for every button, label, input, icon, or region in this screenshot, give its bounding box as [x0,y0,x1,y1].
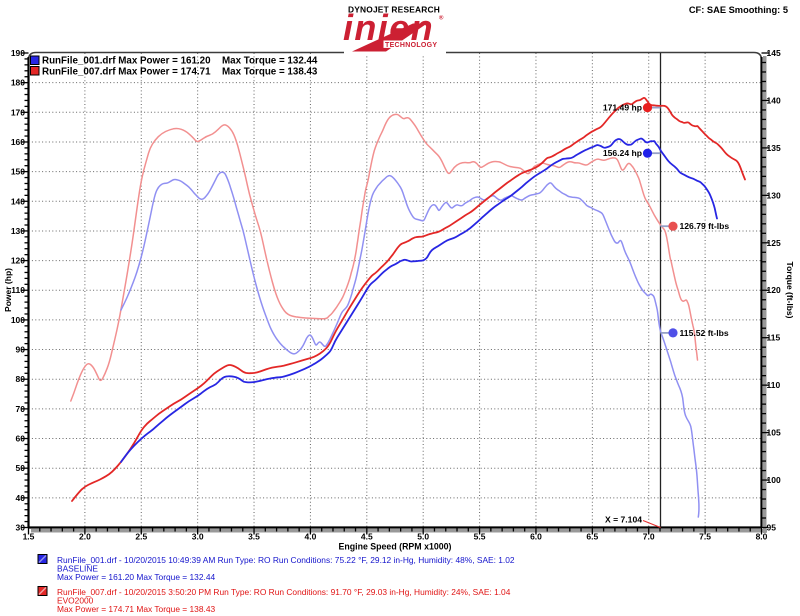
svg-text:CF: SAE Smoothing: 5: CF: SAE Smoothing: 5 [689,5,788,15]
svg-text:5.0: 5.0 [417,532,429,542]
svg-text:Power (hp): Power (hp) [3,268,13,312]
svg-text:6.0: 6.0 [530,532,542,542]
svg-text:40: 40 [16,493,26,503]
svg-text:5.5: 5.5 [474,532,486,542]
svg-text:4.0: 4.0 [304,532,316,542]
svg-text:EVO2000: EVO2000 [57,596,94,606]
svg-text:115: 115 [767,333,781,343]
svg-text:100: 100 [11,315,25,325]
svg-text:1.5: 1.5 [23,532,35,542]
svg-text:Torque (ft-lbs): Torque (ft-lbs) [785,262,795,319]
svg-text:RunFile_007.drf - 10/20/2015 3: RunFile_007.drf - 10/20/2015 3:50:20 PM … [57,587,511,597]
svg-text:2.5: 2.5 [135,532,147,542]
svg-text:160: 160 [11,137,25,147]
svg-text:80: 80 [16,374,26,384]
svg-text:Max Power = 161.20 Max Torque: Max Power = 161.20 Max Torque = 132.44 [57,572,215,582]
svg-text:90: 90 [16,345,26,355]
svg-text:180: 180 [11,78,25,88]
svg-text:Max Torque = 132.44: Max Torque = 132.44 [222,56,318,67]
svg-text:3.0: 3.0 [192,532,204,542]
svg-text:60: 60 [16,434,26,444]
svg-text:120: 120 [11,256,25,266]
svg-text:Engine Speed (RPM x1000): Engine Speed (RPM x1000) [339,542,452,552]
svg-text:190: 190 [11,48,25,58]
svg-text:Max Torque = 138.43: Max Torque = 138.43 [222,66,318,77]
svg-text:X = 7.104: X = 7.104 [605,515,642,525]
svg-text:6.5: 6.5 [586,532,598,542]
svg-text:150: 150 [11,167,25,177]
svg-text:7.0: 7.0 [643,532,655,542]
svg-text:135: 135 [767,143,781,153]
svg-text:156.24 hp: 156.24 hp [603,148,642,158]
svg-text:DYNOJET RESEARCH: DYNOJET RESEARCH [348,5,440,15]
svg-text:145: 145 [767,48,781,58]
svg-text:7.5: 7.5 [699,532,711,542]
svg-text:TECHNOLOGY: TECHNOLOGY [385,42,437,49]
svg-text:126.79 ft-lbs: 126.79 ft-lbs [680,221,730,231]
svg-text:Max Power = 174.71 Max Torque: Max Power = 174.71 Max Torque = 138.43 [57,604,215,614]
svg-text:110: 110 [11,285,25,295]
svg-text:70: 70 [16,404,26,414]
svg-text:8.0: 8.0 [756,532,768,542]
svg-text:30: 30 [16,523,26,533]
svg-text:50: 50 [16,463,26,473]
svg-text:RunFile_001.drf Max Power = 16: RunFile_001.drf Max Power = 161.20 [42,56,211,67]
svg-text:130: 130 [767,190,781,200]
svg-text:4.5: 4.5 [361,532,373,542]
svg-text:171.49 hp: 171.49 hp [603,103,642,113]
svg-text:3.5: 3.5 [248,532,260,542]
svg-text:115.52 ft-lbs: 115.52 ft-lbs [680,328,729,338]
svg-text:110: 110 [767,380,781,390]
svg-text:2.0: 2.0 [79,532,91,542]
svg-text:170: 170 [11,107,25,117]
svg-text:140: 140 [767,95,781,105]
svg-text:105: 105 [767,428,781,438]
svg-text:140: 140 [11,196,25,206]
svg-text:120: 120 [767,285,781,295]
svg-text:®: ® [439,15,444,22]
svg-text:BASELINE: BASELINE [57,564,98,574]
svg-text:100: 100 [767,475,781,485]
svg-text:125: 125 [767,238,781,248]
svg-text:RunFile_001.drf - 10/20/2015 1: RunFile_001.drf - 10/20/2015 10:49:39 AM… [57,555,515,565]
svg-text:130: 130 [11,226,25,236]
svg-text:RunFile_007.drf Max Power = 17: RunFile_007.drf Max Power = 174.71 [42,66,211,77]
svg-text:95: 95 [767,523,777,533]
